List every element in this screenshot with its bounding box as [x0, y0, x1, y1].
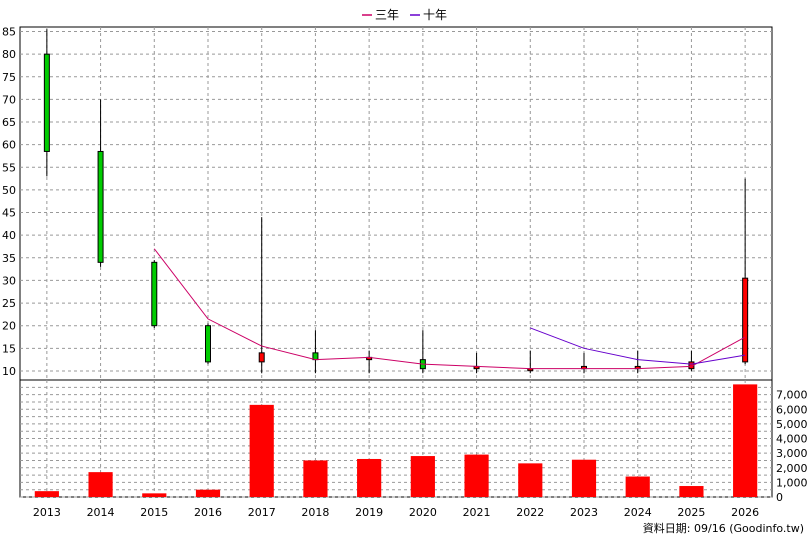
price-tick-label: 15 — [2, 342, 16, 355]
price-tick-label: 30 — [2, 274, 16, 287]
legend: 三年 十年 — [362, 8, 447, 22]
price-tick-label: 10 — [2, 365, 16, 378]
price-tick-label: 45 — [2, 207, 16, 220]
candle-body — [151, 261, 158, 327]
candles — [43, 29, 749, 374]
price-tick-label: 75 — [2, 71, 16, 84]
volume-bar — [142, 493, 167, 497]
candle-body — [742, 277, 749, 363]
x-tick-label: 2023 — [570, 506, 598, 519]
volume-bars — [34, 384, 758, 497]
volume-tick-label: 2,000 — [776, 462, 808, 475]
candle-body — [258, 352, 265, 363]
volume-tick-label: 4,000 — [776, 433, 808, 446]
volume-grid — [20, 380, 772, 498]
volume-tick-label: 6,000 — [776, 403, 808, 416]
legend-label-three-year: 三年 — [375, 8, 399, 22]
volume-tick-label: 7,000 — [776, 389, 808, 402]
candle-body — [97, 150, 104, 263]
x-tick-label: 2024 — [624, 506, 652, 519]
price-tick-label: 70 — [2, 93, 16, 106]
x-tick-label: 2021 — [463, 506, 491, 519]
volume-bar — [357, 458, 382, 497]
price-axis-ticks: 10 15 20 25 30 35 40 45 50 55 60 65 70 75 80 85 — [2, 26, 16, 378]
data-date-footer: 資料日期: 09/16 (Goodinfo.tw) — [643, 521, 804, 535]
x-tick-label: 2015 — [140, 506, 168, 519]
x-tick-label: 2016 — [194, 506, 222, 519]
volume-bar — [518, 463, 543, 497]
volume-bar — [625, 476, 650, 497]
x-tick-label: 2013 — [33, 506, 61, 519]
price-tick-label: 50 — [2, 184, 16, 197]
x-tick-label: 2026 — [731, 506, 759, 519]
price-plot-frame — [19, 26, 773, 381]
volume-bar — [679, 486, 704, 497]
price-tick-label: 80 — [2, 48, 16, 61]
volume-bar — [88, 472, 113, 497]
volume-tick-label: 5,000 — [776, 418, 808, 431]
x-tick-label: 2017 — [248, 506, 276, 519]
candle-body — [312, 352, 319, 361]
price-tick-label: 35 — [2, 252, 16, 265]
x-tick-label: 2025 — [677, 506, 705, 519]
x-tick-label: 2019 — [355, 506, 383, 519]
volume-bar — [464, 454, 489, 497]
volume-tick-label: 1,000 — [776, 476, 808, 489]
volume-bar — [410, 456, 435, 497]
volume-bar — [195, 489, 221, 497]
price-tick-label: 55 — [2, 161, 16, 174]
x-tick-label: 2014 — [87, 506, 115, 519]
volume-tick-label: 3,000 — [776, 447, 808, 460]
price-tick-label: 40 — [2, 229, 16, 242]
price-tick-label: 65 — [2, 116, 16, 129]
candle-body — [205, 325, 211, 363]
moving-average-lines — [153, 248, 746, 370]
price-tick-label: 20 — [2, 320, 16, 333]
x-tick-label: 2020 — [409, 506, 437, 519]
volume-bar — [249, 404, 274, 497]
x-tick-label: 2018 — [301, 506, 329, 519]
x-axis-ticks: 2013 2014 2015 2016 2017 2018 2019 2020 2021 2022… — [33, 506, 759, 519]
price-grid — [20, 27, 772, 380]
ten-year-line — [530, 327, 746, 365]
price-tick-label: 25 — [2, 297, 16, 310]
volume-bar — [34, 491, 59, 497]
volume-bar — [571, 459, 597, 497]
three-year-line — [153, 248, 746, 370]
x-tick-label: 2022 — [516, 506, 544, 519]
volume-plot-frame — [19, 379, 773, 498]
volume-bar — [733, 384, 758, 497]
price-tick-label: 85 — [2, 26, 16, 39]
candle-body — [43, 53, 50, 152]
price-tick-label: 60 — [2, 139, 16, 152]
volume-tick-label: 0 — [776, 491, 783, 504]
volume-bar — [303, 460, 328, 497]
legend-label-ten-year: 十年 — [423, 8, 447, 22]
